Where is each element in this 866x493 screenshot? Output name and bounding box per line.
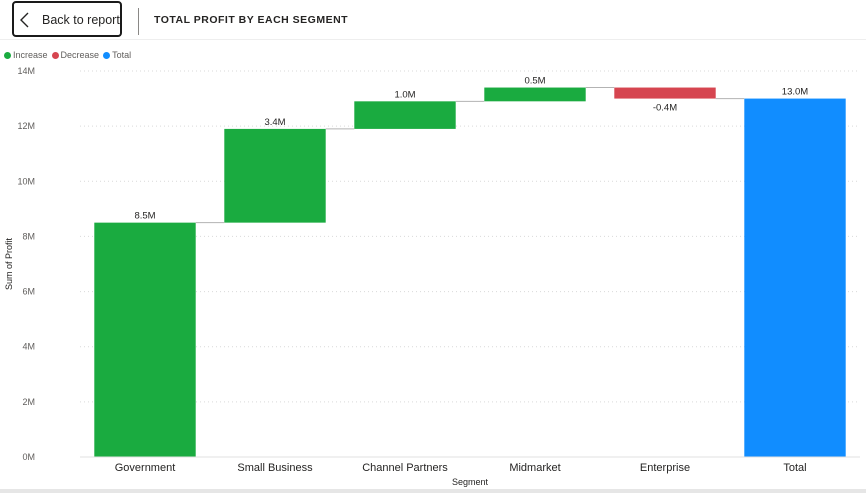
data-label: 0.5M	[524, 76, 545, 87]
y-tick-label: 12M	[17, 121, 35, 131]
legend-item-increase[interactable]: Increase	[4, 50, 48, 60]
y-axis-title: Sum of Profit	[4, 237, 14, 290]
x-tick-label: Midmarket	[509, 462, 560, 474]
legend-label-decrease: Decrease	[60, 50, 100, 60]
header-rule	[0, 39, 866, 40]
data-label: 8.5M	[134, 211, 155, 222]
legend-label-total: Total	[112, 50, 132, 60]
y-tick-label: 2M	[22, 397, 35, 407]
data-label: -0.4M	[653, 103, 677, 114]
x-tick-label: Total	[783, 462, 806, 474]
bar-government	[94, 222, 196, 457]
bar-small-business	[224, 128, 326, 223]
bar-midmarket	[484, 87, 586, 102]
bar-total	[744, 98, 846, 458]
bar-enterprise	[614, 87, 716, 99]
data-label: 3.4M	[264, 117, 285, 128]
x-tick-label: Small Business	[237, 462, 313, 474]
y-tick-label: 6M	[22, 287, 35, 297]
back-to-report-button[interactable]: Back to report	[12, 1, 122, 37]
back-button-label: Back to report	[42, 13, 120, 27]
chart-legend: Increase Decrease Total	[4, 49, 135, 61]
bottom-border	[0, 489, 866, 493]
legend-item-total[interactable]: Total	[103, 50, 131, 60]
legend-dot-total	[103, 51, 111, 59]
header-divider	[138, 8, 139, 35]
legend-item-decrease[interactable]: Decrease	[51, 50, 100, 60]
data-label: 1.0M	[394, 89, 415, 100]
visual-header: Back to report TOTAL PROFIT BY EACH SEGM…	[0, 0, 866, 40]
y-tick-label: 10M	[17, 176, 35, 186]
y-tick-label: 14M	[17, 66, 35, 76]
chevron-left-icon	[20, 12, 29, 28]
bar-channel-partners	[354, 101, 456, 129]
chart-title: TOTAL PROFIT BY EACH SEGMENT	[154, 14, 349, 26]
x-tick-label: Government	[115, 462, 176, 474]
y-tick-label: 0M	[22, 452, 35, 462]
legend-label-increase: Increase	[13, 50, 48, 60]
y-tick-label: 4M	[22, 342, 35, 352]
legend-dot-decrease	[51, 51, 59, 59]
y-tick-label: 8M	[22, 231, 35, 241]
x-axis-title: Segment	[452, 477, 489, 487]
data-label: 13.0M	[782, 87, 808, 98]
legend-dot-increase	[4, 51, 11, 59]
x-tick-label: Enterprise	[640, 462, 690, 474]
x-tick-label: Channel Partners	[362, 462, 448, 474]
